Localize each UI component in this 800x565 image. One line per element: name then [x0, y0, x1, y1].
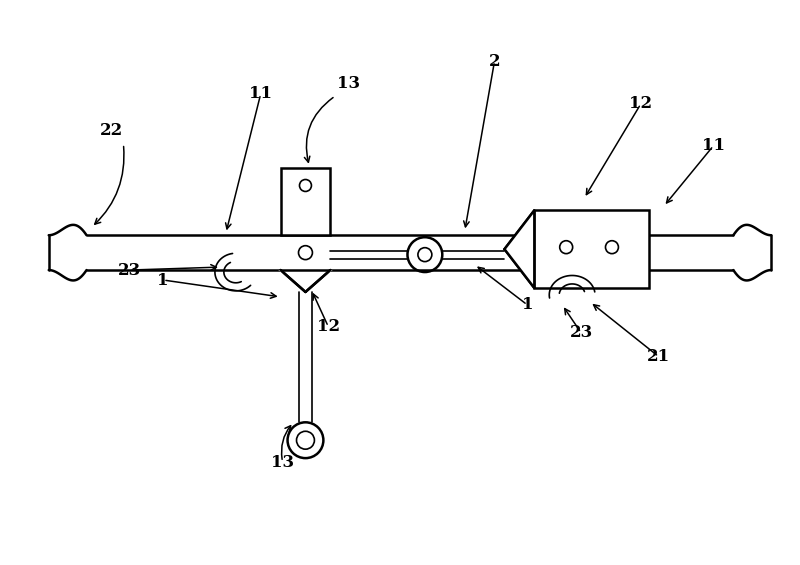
Text: 21: 21 [647, 348, 670, 365]
Text: 1: 1 [522, 297, 533, 314]
Text: 23: 23 [570, 324, 593, 341]
Text: 11: 11 [249, 85, 272, 102]
Text: 22: 22 [100, 122, 123, 139]
Polygon shape [505, 210, 534, 288]
Text: 12: 12 [317, 318, 340, 335]
Polygon shape [534, 210, 649, 288]
Polygon shape [281, 168, 330, 235]
Text: 2: 2 [489, 53, 500, 69]
Text: 13: 13 [337, 76, 360, 93]
Text: 11: 11 [702, 137, 725, 154]
Text: 13: 13 [271, 454, 294, 471]
Text: 23: 23 [118, 262, 141, 279]
Polygon shape [278, 270, 332, 292]
Text: 12: 12 [630, 95, 652, 112]
Text: 1: 1 [158, 272, 169, 289]
